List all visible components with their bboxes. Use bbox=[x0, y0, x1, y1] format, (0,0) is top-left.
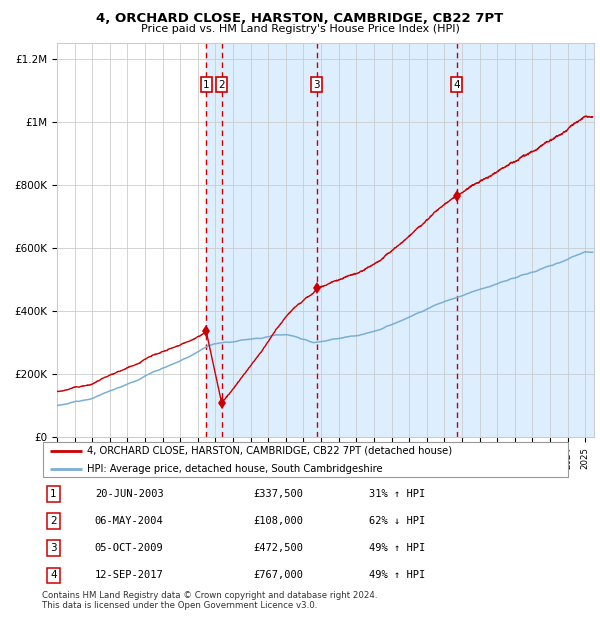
Text: Price paid vs. HM Land Registry's House Price Index (HPI): Price paid vs. HM Land Registry's House … bbox=[140, 24, 460, 33]
Text: 49% ↑ HPI: 49% ↑ HPI bbox=[370, 543, 425, 553]
Text: This data is licensed under the Open Government Licence v3.0.: This data is licensed under the Open Gov… bbox=[42, 601, 317, 611]
Bar bbox=[206, 43, 594, 437]
Text: 4: 4 bbox=[454, 80, 460, 90]
FancyBboxPatch shape bbox=[43, 441, 568, 477]
Text: 49% ↑ HPI: 49% ↑ HPI bbox=[370, 570, 425, 580]
Text: Contains HM Land Registry data © Crown copyright and database right 2024.: Contains HM Land Registry data © Crown c… bbox=[42, 591, 377, 601]
Text: £472,500: £472,500 bbox=[253, 543, 303, 553]
Text: 20-JUN-2003: 20-JUN-2003 bbox=[95, 489, 164, 499]
Text: 3: 3 bbox=[314, 80, 320, 90]
Text: £767,000: £767,000 bbox=[253, 570, 303, 580]
Text: 31% ↑ HPI: 31% ↑ HPI bbox=[370, 489, 425, 499]
Text: 4: 4 bbox=[50, 570, 57, 580]
Text: 4, ORCHARD CLOSE, HARSTON, CAMBRIDGE, CB22 7PT (detached house): 4, ORCHARD CLOSE, HARSTON, CAMBRIDGE, CB… bbox=[87, 446, 452, 456]
Text: 3: 3 bbox=[50, 543, 57, 553]
Text: 2: 2 bbox=[50, 516, 57, 526]
Text: HPI: Average price, detached house, South Cambridgeshire: HPI: Average price, detached house, Sout… bbox=[87, 464, 383, 474]
Text: 1: 1 bbox=[50, 489, 57, 499]
Text: 06-MAY-2004: 06-MAY-2004 bbox=[95, 516, 164, 526]
Text: 1: 1 bbox=[203, 80, 209, 90]
Text: 62% ↓ HPI: 62% ↓ HPI bbox=[370, 516, 425, 526]
Text: 2: 2 bbox=[218, 80, 225, 90]
Text: 4, ORCHARD CLOSE, HARSTON, CAMBRIDGE, CB22 7PT: 4, ORCHARD CLOSE, HARSTON, CAMBRIDGE, CB… bbox=[97, 12, 503, 25]
Text: £108,000: £108,000 bbox=[253, 516, 303, 526]
Text: £337,500: £337,500 bbox=[253, 489, 303, 499]
Text: 12-SEP-2017: 12-SEP-2017 bbox=[95, 570, 164, 580]
Text: 05-OCT-2009: 05-OCT-2009 bbox=[95, 543, 164, 553]
